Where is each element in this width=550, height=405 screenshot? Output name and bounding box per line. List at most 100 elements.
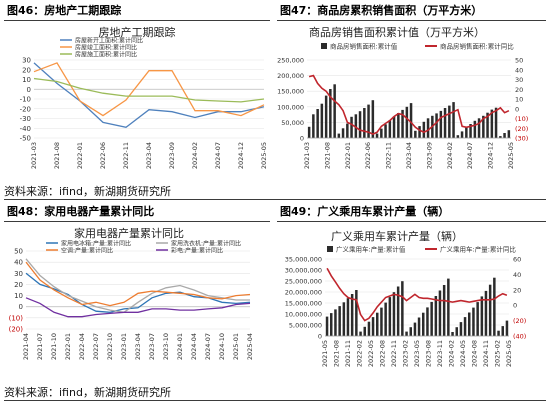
- bar: [384, 302, 387, 336]
- x-tick-label: 2022-04: [78, 333, 86, 360]
- legend-label: 家用洗衣机:产量:累计同比: [171, 240, 241, 248]
- x-tick-label: 2024-10: [218, 333, 226, 360]
- bar: [346, 123, 349, 138]
- bar: [363, 108, 366, 138]
- bar: [452, 102, 455, 138]
- x-tick-label: 2022-11: [390, 340, 398, 367]
- x-tick-label: 2025-04: [246, 333, 254, 360]
- y-tick-label-left: 0: [300, 135, 304, 143]
- x-tick-label: 2021-08: [333, 340, 341, 367]
- bar: [430, 301, 433, 336]
- x-tick-label: 2022-02: [356, 340, 364, 367]
- x-tick-label: 2021-11: [344, 340, 352, 367]
- bar: [405, 331, 408, 336]
- title-rule: [4, 20, 270, 21]
- x-tick-label: 2021-04: [22, 333, 30, 360]
- y-tick-label-right: 20: [515, 86, 523, 94]
- chart-title: 广义乘用车累计产量（辆）: [331, 229, 463, 243]
- bar: [482, 115, 485, 138]
- y-tick-label-right: 0: [515, 105, 519, 113]
- y-tick-label-left: 50,000: [281, 119, 304, 127]
- y-tick-label: -20: [20, 105, 31, 113]
- legend-label: 家用电冰箱:产量:累计同比: [61, 240, 131, 248]
- bar: [456, 135, 460, 138]
- bar: [451, 332, 454, 336]
- bar: [455, 327, 458, 336]
- bar: [501, 326, 504, 336]
- bar: [468, 312, 471, 336]
- bar: [375, 133, 379, 138]
- x-tick-label: 2025-05: [507, 142, 515, 169]
- x-tick-label: 2024-01: [176, 333, 184, 360]
- legend-label: 空调:产量:累计同比: [61, 247, 113, 255]
- bar: [307, 126, 311, 138]
- y-tick-label: -40: [20, 125, 31, 133]
- chart-47: 商品房销售面积累计值（万平方米） 250,000 200,000 150,000 100…: [277, 22, 546, 180]
- x-tick-label: 2022-10: [106, 333, 114, 360]
- bar: [477, 118, 481, 138]
- bar: [414, 130, 417, 138]
- bar: [505, 320, 509, 336]
- x-tick-label: 2024-02: [448, 340, 456, 367]
- x-tick-label: 2023-04: [134, 333, 142, 360]
- figure-49-title: 图49：广义乘用车累计产量（辆）: [280, 205, 450, 218]
- y-tick-label: 40: [14, 259, 23, 267]
- figure-47-title: 图47：商品房累积销售面积（万平方米）: [280, 4, 483, 17]
- bar: [422, 312, 425, 336]
- legend-label: 房屋施工面积:累计同比: [75, 51, 137, 59]
- x-tick-label: 2023-01: [120, 333, 128, 360]
- y-tick-label-right: (20): [513, 317, 526, 325]
- bar: [465, 127, 468, 138]
- bar: [409, 327, 412, 336]
- x-tick-label: 2022-05: [367, 340, 375, 367]
- x-tick-label: 2021-03: [30, 142, 38, 169]
- x-tick-label: 2022-01: [64, 333, 72, 360]
- x-tick-label: 2024-04: [190, 333, 198, 360]
- bar: [484, 290, 488, 336]
- bar: [499, 136, 502, 138]
- bar: [392, 116, 396, 138]
- chart-title: 房地产工期跟踪: [99, 25, 176, 39]
- bar: [371, 317, 375, 336]
- bar: [334, 309, 337, 336]
- bar: [316, 109, 319, 138]
- y-tick-label-left: 200,000: [277, 72, 304, 80]
- y-tick-label: -50: [20, 135, 31, 143]
- y-tick-label: 30: [22, 57, 31, 65]
- y-tick-label-right: 50: [515, 57, 523, 65]
- x-tick-label: 2023-04: [145, 142, 153, 169]
- y-tick-label-left: 100,000: [277, 103, 304, 111]
- footer-rule: [4, 400, 546, 401]
- legend-swatch: [327, 246, 333, 252]
- title-rule: [277, 221, 546, 222]
- x-tick-label: 2024-12: [487, 142, 495, 169]
- bar: [417, 317, 421, 336]
- x-tick-label: 2024-02: [446, 142, 454, 169]
- bar: [472, 307, 475, 336]
- bar: [486, 112, 489, 138]
- bar: [384, 124, 387, 138]
- bar: [435, 113, 438, 138]
- y-tick-label-right: (10): [515, 115, 528, 123]
- x-tick-label: 2023-09: [425, 142, 433, 169]
- series-line-yoy: [326, 267, 508, 322]
- bar: [338, 306, 341, 336]
- y-tick-label-right: 40: [515, 66, 523, 74]
- y-tick-label: (20): [9, 326, 24, 334]
- x-tick-label: 2023-04: [405, 142, 413, 169]
- title-rule: [277, 20, 546, 21]
- y-tick-label-left: 30,000,000: [285, 267, 322, 275]
- y-tick-label-left: 35,000,000: [285, 256, 322, 264]
- y-tick-label-right: (40): [513, 333, 526, 341]
- x-tick-label: 2024-07: [214, 142, 222, 169]
- series-line-1: [33, 62, 265, 128]
- legend-label: 商品房销售面积:累计值: [330, 42, 398, 51]
- y-tick-label: 20: [14, 281, 23, 289]
- chart-48: 家用电器产量累计同比 50 40 30 20 10 0 (10) (20) 2021-04 2021…: [4, 223, 270, 379]
- bar: [413, 322, 417, 336]
- figure-46-title: 图46：房地产工期跟踪: [7, 4, 122, 17]
- bar: [418, 126, 421, 138]
- y-tick-label: 20: [22, 66, 31, 74]
- bar: [507, 130, 511, 138]
- y-tick-label: 0: [19, 303, 23, 311]
